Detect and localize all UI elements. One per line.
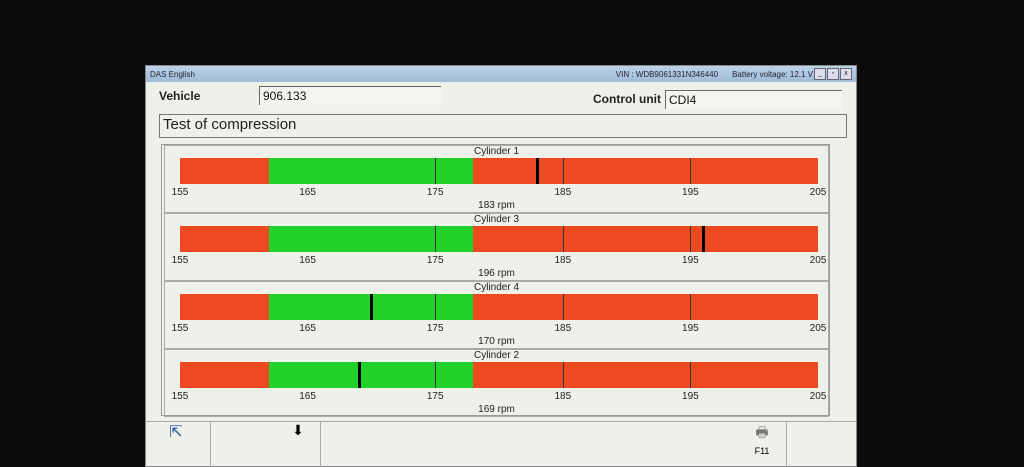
tick-label: 195	[682, 323, 699, 334]
page-title: Test of compression	[159, 114, 847, 138]
minimize-button[interactable]: _	[814, 68, 826, 80]
blank-button[interactable]	[210, 422, 321, 467]
rpm-value: 196 rpm	[478, 268, 515, 279]
close-button[interactable]: x	[840, 68, 852, 80]
green-range	[269, 158, 474, 184]
app-title: DAS English	[150, 69, 195, 79]
rpm-needle	[370, 294, 374, 320]
tick-label: 195	[682, 255, 699, 266]
gauge-divider	[562, 362, 564, 388]
gauge-divider	[690, 362, 692, 388]
gauge-divider	[690, 294, 692, 320]
gauge-divider	[562, 294, 564, 320]
f11-label: F11	[754, 446, 770, 456]
das-window: DAS English VIN : WDB9061331N346440 Batt…	[145, 65, 857, 467]
green-range	[269, 362, 474, 388]
gauge-divider	[562, 226, 564, 252]
printer-icon: 🖶	[755, 424, 769, 440]
gauge-bar	[180, 158, 818, 184]
tick-label: 175	[426, 391, 444, 402]
cylinder-gauge: Cylinder 1 155 165 175 185 195 205 183 rpm	[164, 145, 829, 213]
tick-label: 185	[554, 187, 572, 198]
tick-label: 185	[554, 391, 572, 402]
f9-button[interactable]	[320, 422, 331, 467]
gauge-divider	[435, 158, 437, 184]
vehicle-label: Vehicle	[159, 89, 201, 103]
tick-label: 155	[171, 187, 189, 198]
restore-button[interactable]: ▫	[827, 68, 839, 80]
tick-label: 205	[809, 391, 827, 402]
tick-label: 205	[809, 323, 827, 334]
vehicle-field: 906.133	[259, 86, 441, 105]
print-button[interactable]: 🖶 F11	[738, 422, 787, 467]
tick-label: 195	[682, 391, 699, 402]
cylinder-gauge: Cylinder 3 155 165 175 185 195 205 196 rpm	[164, 213, 829, 281]
title-bar: DAS English VIN : WDB9061331N346440 Batt…	[146, 66, 856, 82]
rpm-needle	[702, 226, 706, 252]
cylinder-name: Cylinder 3	[473, 214, 520, 225]
rpm-value: 169 rpm	[478, 404, 515, 415]
gauge-divider	[435, 362, 437, 388]
cylinder-name: Cylinder 2	[473, 350, 520, 361]
down-button[interactable]: ⬇	[276, 422, 320, 467]
compression-panel: Cylinder 1 155 165 175 185 195 205 183 rpm Cyli…	[161, 144, 830, 417]
gauge-bar	[180, 294, 818, 320]
cylinder-gauge: Cylinder 2 155 165 175 185 195 205 169 rpm	[164, 349, 829, 417]
tick-label: 185	[554, 323, 572, 334]
tick-label: 165	[299, 323, 316, 334]
gauge-bar	[180, 226, 818, 252]
rpm-value: 170 rpm	[478, 336, 515, 347]
cylinder-gauge: Cylinder 4 155 165 175 185 195 205 170 rpm	[164, 281, 829, 349]
exit-door-icon: ⇱	[169, 424, 183, 441]
battery-voltage: Battery voltage: 12.1 V	[732, 69, 813, 79]
tick-label: 155	[171, 323, 189, 334]
tick-label: 175	[426, 187, 444, 198]
gauge-divider	[690, 226, 692, 252]
gauge-divider	[435, 226, 437, 252]
rpm-needle	[357, 362, 361, 388]
gauge-bar	[180, 362, 818, 388]
tick-label: 205	[809, 187, 827, 198]
control-unit-field: CDI4	[665, 90, 842, 109]
arrow-down-icon: ⬇	[292, 422, 304, 438]
rpm-value: 183 rpm	[478, 200, 515, 211]
rpm-needle	[536, 158, 540, 184]
tick-label: 175	[426, 255, 444, 266]
green-range	[269, 226, 474, 252]
tick-label: 195	[682, 187, 699, 198]
tick-label: 175	[426, 323, 444, 334]
gauge-divider	[562, 158, 564, 184]
vin: VIN : WDB9061331N346440	[615, 69, 719, 79]
control-unit-label: Control unit	[593, 92, 661, 106]
gauge-divider	[435, 294, 437, 320]
tick-label: 165	[299, 391, 316, 402]
cylinder-name: Cylinder 1	[473, 146, 520, 157]
cylinder-name: Cylinder 4	[473, 282, 520, 293]
tick-label: 185	[554, 255, 572, 266]
tick-label: 205	[809, 255, 827, 266]
exit-button[interactable]: ⇱	[146, 422, 206, 467]
gauge-divider	[690, 158, 692, 184]
tick-label: 165	[299, 187, 316, 198]
tick-label: 155	[171, 391, 189, 402]
tick-label: 165	[299, 255, 316, 266]
tick-label: 155	[171, 255, 189, 266]
toolbar: ⇱ ⬇ 🖶 F11	[146, 421, 856, 467]
